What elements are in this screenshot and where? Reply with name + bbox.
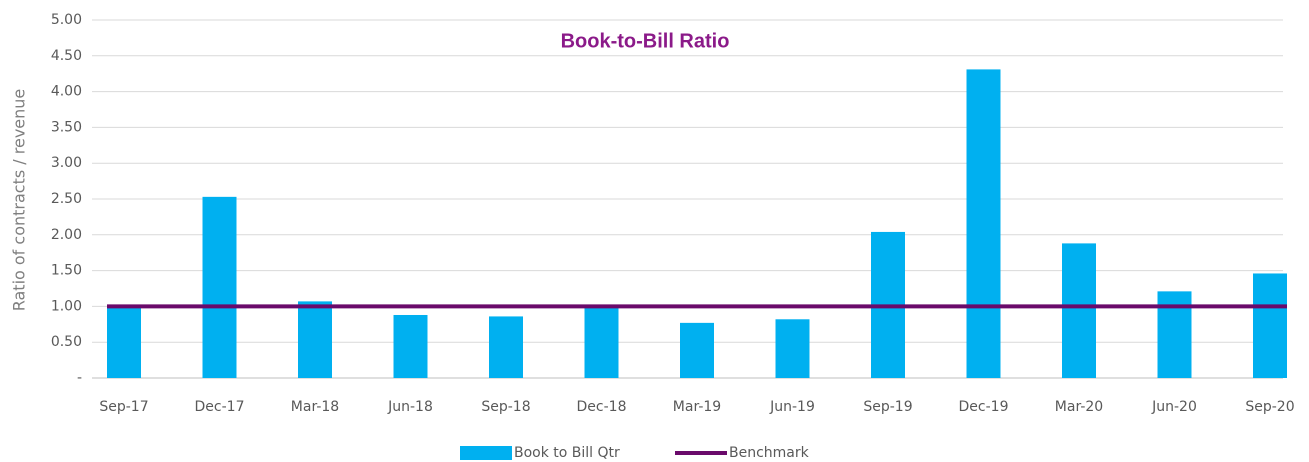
y-tick-label: 2.00	[51, 227, 82, 243]
x-tick-label: Mar-18	[291, 399, 339, 415]
legend-label: Book to Bill Qtr	[514, 445, 620, 461]
x-tick-label: Mar-19	[673, 399, 721, 415]
y-tick-label: 1.00	[51, 298, 82, 314]
bar	[1253, 273, 1287, 378]
x-tick-label: Dec-18	[577, 399, 627, 415]
bar	[393, 314, 428, 378]
y-tick-label: 5.00	[51, 12, 82, 28]
y-tick-label: 4.50	[51, 48, 82, 64]
x-tick-label: Sep-17	[99, 399, 148, 415]
x-tick-label: Jun-19	[769, 399, 815, 415]
y-tick-label: 4.00	[51, 84, 82, 100]
y-tick-label: 3.00	[51, 155, 82, 171]
bar	[1062, 243, 1096, 378]
bar	[202, 196, 237, 378]
x-tick-label: Sep-19	[863, 399, 912, 415]
bar	[1157, 291, 1192, 378]
y-tick-label: 0.50	[51, 334, 82, 350]
bar	[489, 316, 523, 378]
y-axis-label: Ratio of contracts / revenue	[10, 89, 29, 312]
legend-label: Benchmark	[729, 445, 810, 461]
bar	[775, 319, 810, 378]
x-tick-label: Dec-19	[959, 399, 1009, 415]
x-tick-label: Dec-17	[195, 399, 245, 415]
x-tick-label: Sep-18	[481, 399, 530, 415]
bar	[680, 322, 714, 378]
bar	[107, 305, 141, 378]
y-tick-label: 1.50	[51, 263, 82, 279]
x-tick-label: Jun-20	[1151, 399, 1197, 415]
bar	[298, 301, 332, 378]
x-tick-label: Jun-18	[387, 399, 433, 415]
y-tick-label: 2.50	[51, 191, 82, 207]
y-tick-label: 3.50	[51, 119, 82, 135]
legend-swatch	[460, 446, 512, 460]
bar	[966, 69, 1001, 379]
x-tick-label: Sep-20	[1245, 399, 1294, 415]
y-tick-label: -	[77, 370, 82, 386]
bar	[584, 304, 619, 378]
x-tick-label: Mar-20	[1055, 399, 1103, 415]
chart-title: Book-to-Bill Ratio	[561, 30, 730, 52]
